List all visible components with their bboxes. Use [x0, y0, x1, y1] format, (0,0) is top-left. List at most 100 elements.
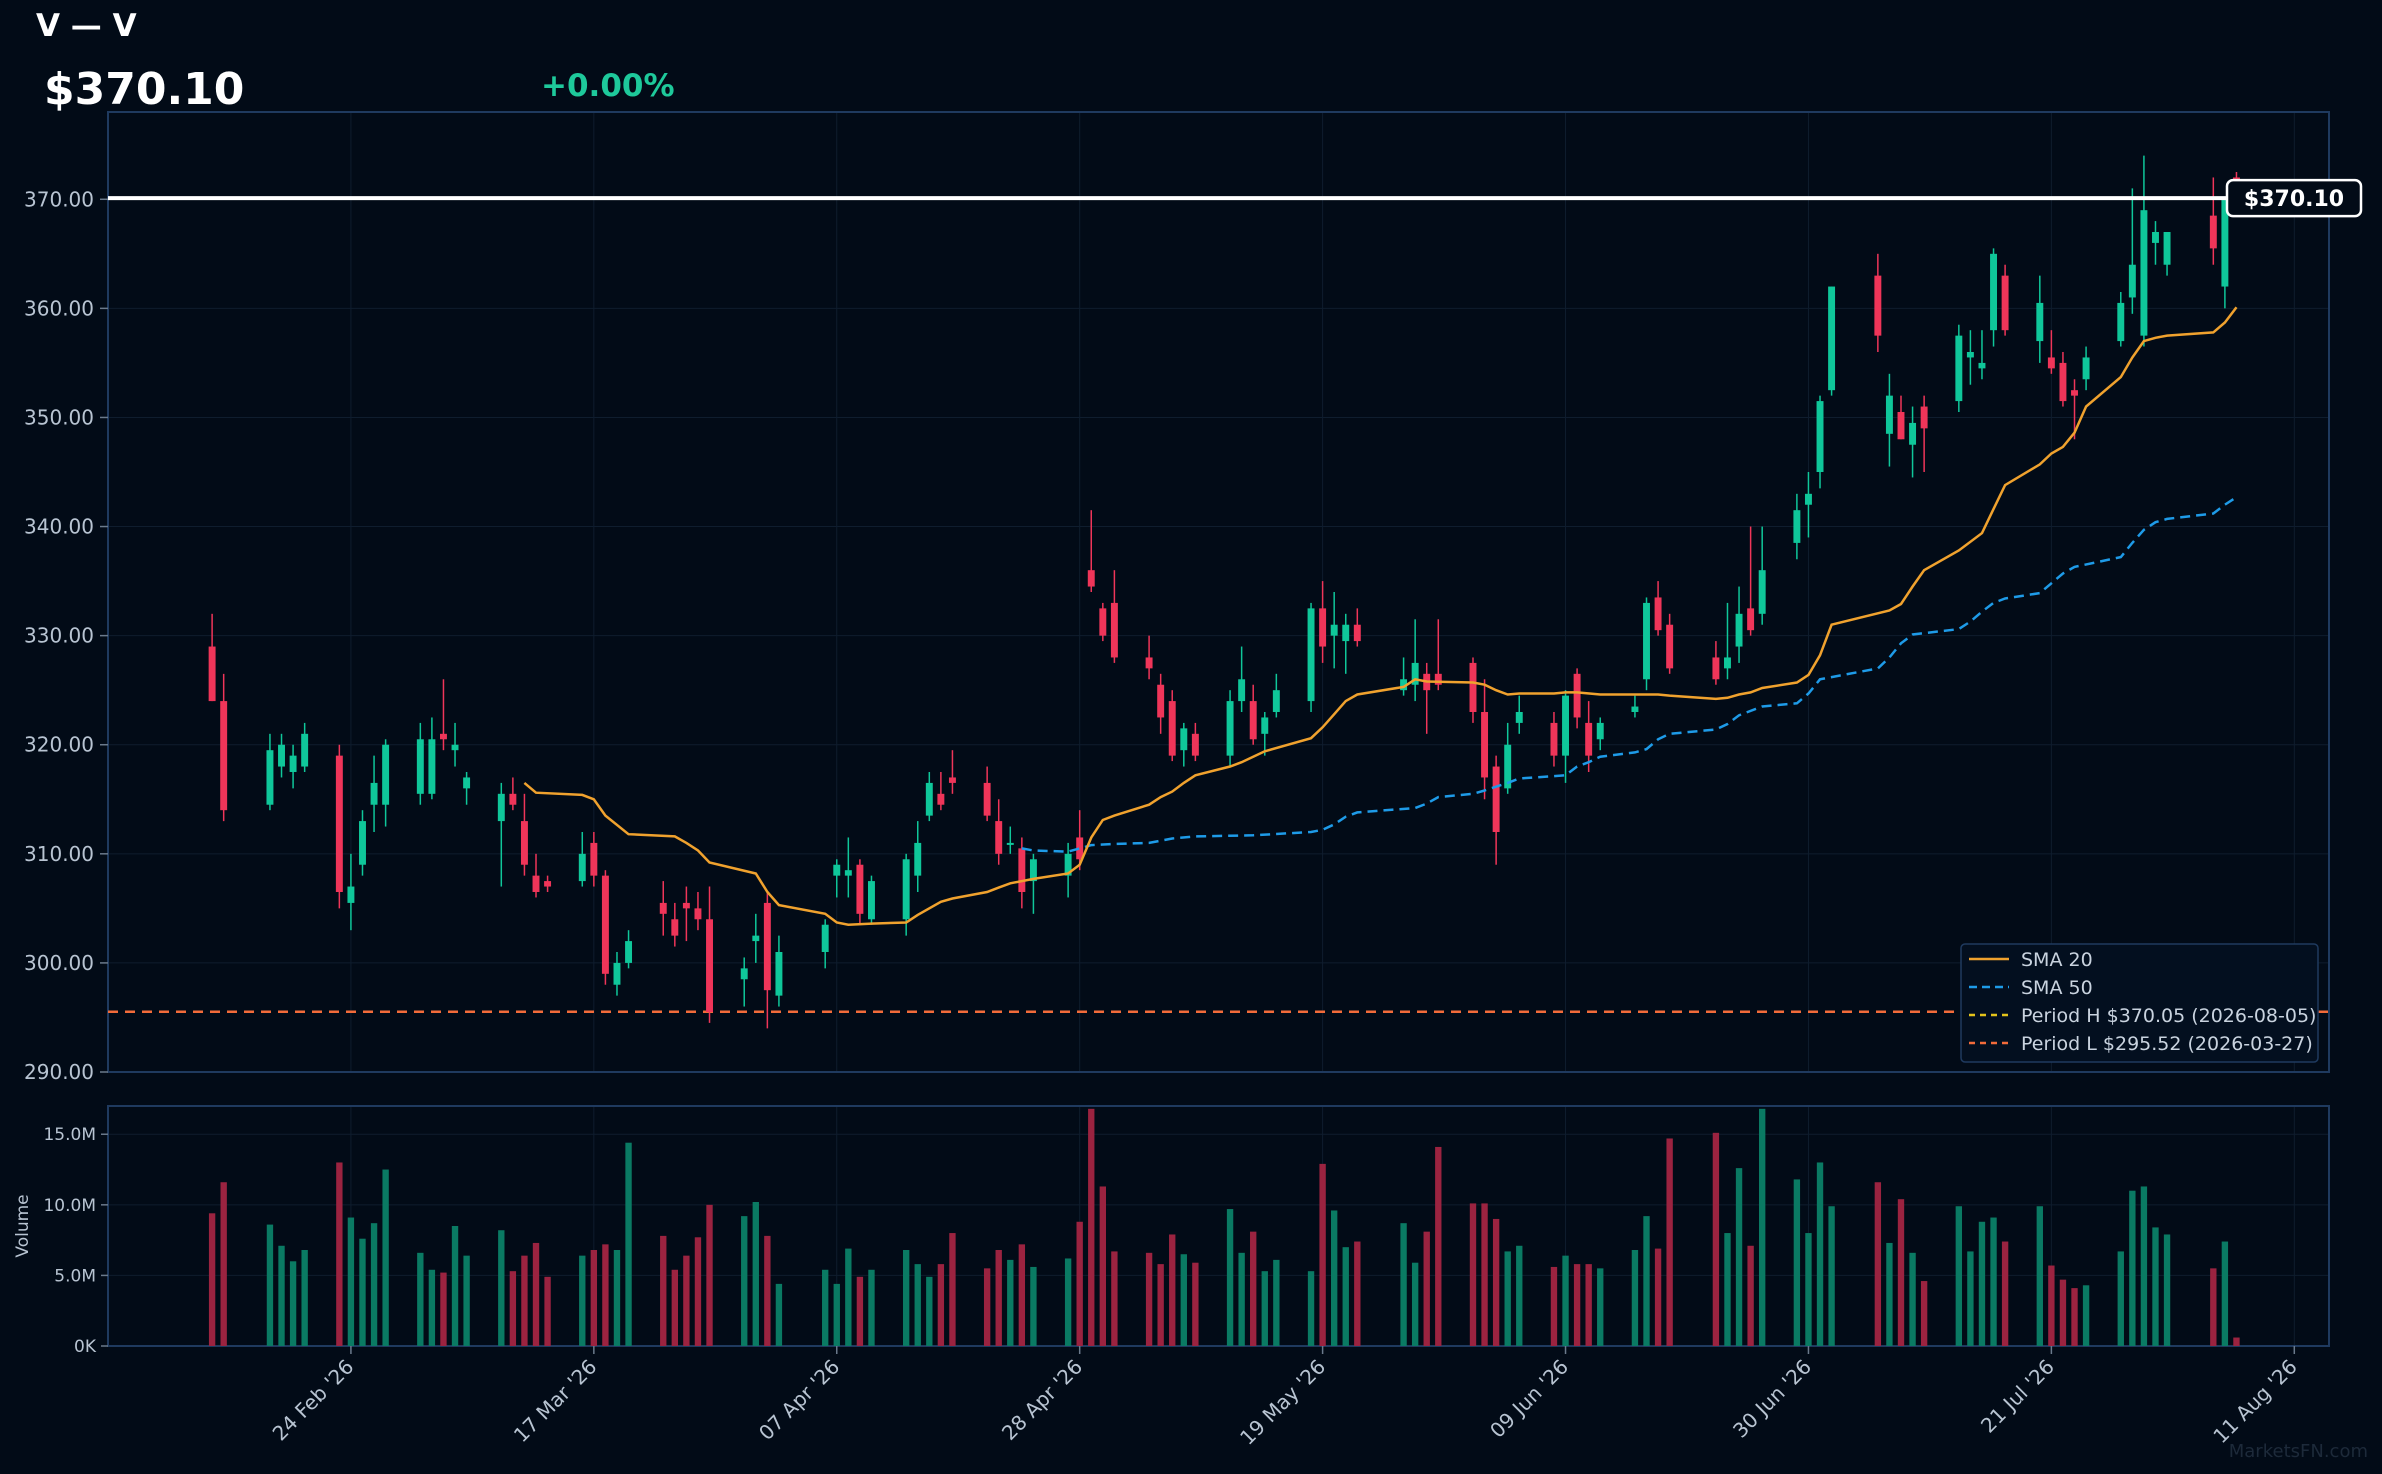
volume-bar	[1145, 1252, 1153, 1346]
x-tick-label: 21 Jul '26	[1976, 1355, 2059, 1438]
volume-bar	[1354, 1241, 1361, 1346]
volume-bar	[220, 1182, 227, 1346]
volume-bar	[1990, 1217, 1997, 1346]
candle-body	[359, 821, 366, 865]
x-tick-label: 28 Apr '26	[997, 1355, 1087, 1445]
candle-body	[1966, 352, 1974, 358]
candle-body	[821, 924, 829, 952]
candle-body	[1110, 602, 1118, 658]
candle-body	[2082, 357, 2090, 380]
price-tick-label: 360.00	[24, 296, 94, 320]
volume-bar	[1909, 1252, 1916, 1346]
volume-bar	[983, 1268, 991, 1346]
volume-bar	[914, 1264, 921, 1346]
volume-bar	[625, 1142, 632, 1346]
volume-bar	[706, 1204, 713, 1346]
volume-bar	[1562, 1255, 1569, 1346]
candle-body	[914, 842, 922, 876]
sma-lines	[523, 306, 2238, 926]
volume-bar	[1076, 1221, 1083, 1346]
candle-body	[278, 744, 285, 767]
candle-body	[1434, 673, 1442, 685]
x-tick-label: 11 Aug '26	[2208, 1355, 2301, 1448]
candle-body	[1087, 570, 1095, 587]
candle-body	[416, 739, 424, 794]
candle-body	[867, 881, 875, 920]
candle-body	[925, 782, 933, 816]
volume-bar	[440, 1272, 447, 1346]
candle-body	[2117, 302, 2125, 342]
candle-body	[2163, 232, 2171, 265]
volume-bar	[509, 1271, 517, 1346]
x-tick-label: 19 May '26	[1235, 1355, 1330, 1450]
volume-bar	[1805, 1233, 1812, 1346]
last-price-badge	[2225, 178, 2363, 218]
legend: SMA 20 SMA 50 Period H $370.05 (2026-08-05…	[1960, 943, 2319, 1063]
price-tick-label: 320.00	[24, 733, 94, 757]
volume-bar	[1169, 1234, 1176, 1346]
candle-body	[1504, 744, 1512, 789]
candle-body	[1666, 624, 1674, 669]
candle-body	[544, 881, 552, 887]
volume-bar	[1319, 1163, 1326, 1346]
candle-body	[902, 859, 910, 920]
volume-bar	[926, 1276, 933, 1346]
volume-bar	[2036, 1206, 2043, 1346]
legend-box	[1960, 943, 2319, 1063]
volume-bar	[1712, 1132, 1720, 1346]
volume-bar	[521, 1255, 528, 1346]
volume-bar	[1411, 1262, 1419, 1346]
candle-body	[856, 864, 864, 914]
x-tick-label: 07 Apr '26	[754, 1355, 844, 1445]
candle-body	[1885, 395, 1893, 434]
volume-bars	[208, 1108, 2240, 1346]
volume-bar	[2163, 1234, 2171, 1346]
candle-body	[2036, 302, 2044, 342]
candle-body	[1064, 853, 1072, 876]
candle-body	[1272, 690, 1280, 712]
candle-body	[1643, 602, 1650, 680]
volume-bar	[2117, 1251, 2124, 1346]
volume-bar	[208, 1213, 216, 1346]
volume-bar	[902, 1250, 910, 1346]
volume-bar	[1238, 1252, 1245, 1346]
candle-body	[301, 733, 309, 767]
candle-body	[1515, 712, 1523, 723]
candle-body	[1735, 613, 1743, 647]
candle-body	[520, 821, 528, 865]
volume-bar	[937, 1264, 945, 1346]
candle-body	[266, 750, 274, 805]
candle-body	[463, 777, 471, 789]
x-tick-label: 24 Feb '26	[268, 1355, 359, 1446]
volume-bar	[613, 1250, 621, 1346]
candle-body	[2059, 362, 2067, 402]
candle-body	[2001, 275, 2009, 331]
volume-bar	[1735, 1168, 1743, 1346]
candle-body	[439, 733, 447, 740]
candle-body	[1909, 422, 1917, 445]
candle-body	[1920, 406, 1928, 429]
price-tick-label: 310.00	[24, 842, 94, 866]
current-price: $370.10	[44, 64, 245, 115]
candle-body	[706, 919, 713, 1012]
volume-bar	[266, 1224, 274, 1346]
candle-body	[601, 875, 609, 974]
candle-body	[1990, 253, 1998, 331]
candle-body	[347, 886, 355, 903]
volume-tick-label: 15.0M	[43, 1125, 96, 1145]
volume-bar	[532, 1242, 540, 1346]
candle-body	[1319, 608, 1327, 647]
volume-bar	[602, 1244, 609, 1346]
volume-panel	[107, 1105, 2330, 1347]
volume-bar	[347, 1217, 355, 1346]
candle-body	[1712, 657, 1720, 680]
volume-bar	[1967, 1251, 1974, 1346]
volume-bar	[1330, 1210, 1338, 1346]
candle-body	[1330, 624, 1338, 636]
candle-body	[335, 755, 343, 892]
candle-body	[1654, 597, 1662, 631]
volume-bar	[1828, 1206, 1835, 1346]
volume-bar	[775, 1283, 783, 1346]
candle-body	[1469, 662, 1477, 712]
price-change: +0.00%	[541, 68, 675, 104]
